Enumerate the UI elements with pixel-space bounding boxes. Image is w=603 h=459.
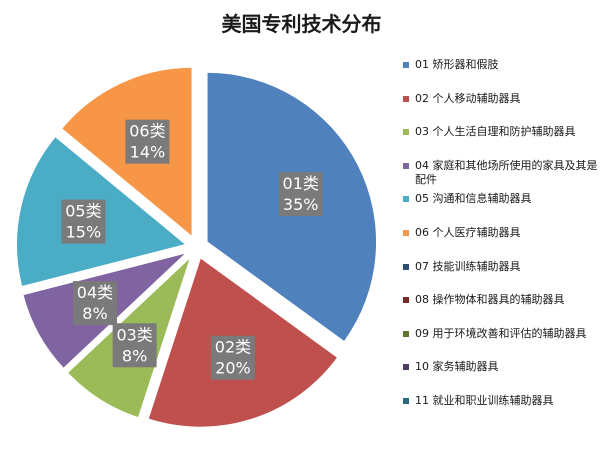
legend-label: 03 个人生活自理和防护辅助器具 — [415, 125, 576, 139]
slice-label-name-6: 06类 — [129, 122, 165, 141]
legend-swatch — [403, 129, 409, 136]
slice-label-box-2 — [210, 335, 255, 380]
legend-swatch — [403, 95, 409, 102]
legend-label: 08 操作物体和器具的辅助器具 — [415, 293, 565, 307]
legend-label: 05 沟通和信息辅助器具 — [415, 192, 532, 206]
slice-label-pct-5: 15% — [66, 223, 102, 242]
slice-label-pct-3: 8% — [122, 346, 147, 365]
slice-label-box-1 — [278, 172, 323, 217]
slice-label-pct-1: 35% — [283, 195, 319, 214]
legend-label: 02 个人移动辅助器具 — [415, 91, 521, 105]
legend-label: 09 用于环境改善和评估的辅助器具 — [415, 326, 587, 340]
legend-swatch — [403, 162, 409, 169]
slice-label-name-3: 03类 — [116, 325, 152, 344]
legend-label: 11 就业和职业训练辅助器具 — [415, 393, 554, 407]
slice-label-box-6 — [125, 119, 170, 164]
legend-label: 04 家庭和其他场所使用的家具及其是配件 — [415, 158, 598, 186]
slice-label-pct-2: 20% — [215, 359, 251, 378]
legend-item: 01 矫形器和假肢 — [403, 58, 599, 92]
legend-label: 07 技能训练辅助器具 — [415, 259, 521, 273]
slice-label-box-5 — [61, 199, 106, 244]
slice-label-box-3 — [112, 323, 157, 368]
legend-swatch — [403, 229, 409, 236]
legend-swatch — [403, 397, 409, 404]
legend-swatch — [403, 297, 409, 304]
legend-label: 10 家务辅助器具 — [415, 360, 499, 374]
legend-swatch — [403, 364, 409, 371]
slice-label-box-4 — [72, 281, 117, 326]
legend-item: 08 操作物体和器具的辅助器具 — [403, 293, 599, 327]
legend-item: 11 就业和职业训练辅助器具 — [403, 394, 599, 428]
slice-label-name-5: 05类 — [65, 202, 101, 221]
legend-item: 09 用于环境改善和评估的辅助器具 — [403, 327, 599, 361]
legend: 01 矫形器和假肢 02 个人移动辅助器具 03 个人生活自理和防护辅助器具 04 家… — [403, 58, 599, 428]
legend-swatch — [403, 62, 409, 68]
slice-label-pct-6: 14% — [130, 143, 166, 162]
slice-label-name-1: 01类 — [283, 174, 319, 193]
legend-label: 06 个人医疗辅助器具 — [415, 225, 521, 239]
legend-swatch — [403, 263, 409, 270]
legend-item: 05 沟通和信息辅助器具 — [403, 192, 599, 226]
legend-swatch — [403, 196, 409, 203]
legend-label: 01 矫形器和假肢 — [415, 58, 499, 71]
legend-item: 10 家务辅助器具 — [403, 360, 599, 394]
chart-title: 美国专利技术分布 — [221, 12, 382, 36]
legend-item: 02 个人移动辅助器具 — [403, 92, 599, 126]
slice-label-pct-4: 8% — [82, 304, 107, 323]
legend-item: 06 个人医疗辅助器具 — [403, 226, 599, 260]
legend-swatch — [403, 330, 409, 337]
legend-item: 03 个人生活自理和防护辅助器具 — [403, 125, 599, 159]
slice-label-name-4: 04类 — [77, 283, 113, 302]
legend-item: 07 技能训练辅助器具 — [403, 260, 599, 294]
slice-label-name-2: 02类 — [215, 338, 251, 357]
legend-item: 04 家庭和其他场所使用的家具及其是配件 — [403, 159, 599, 193]
